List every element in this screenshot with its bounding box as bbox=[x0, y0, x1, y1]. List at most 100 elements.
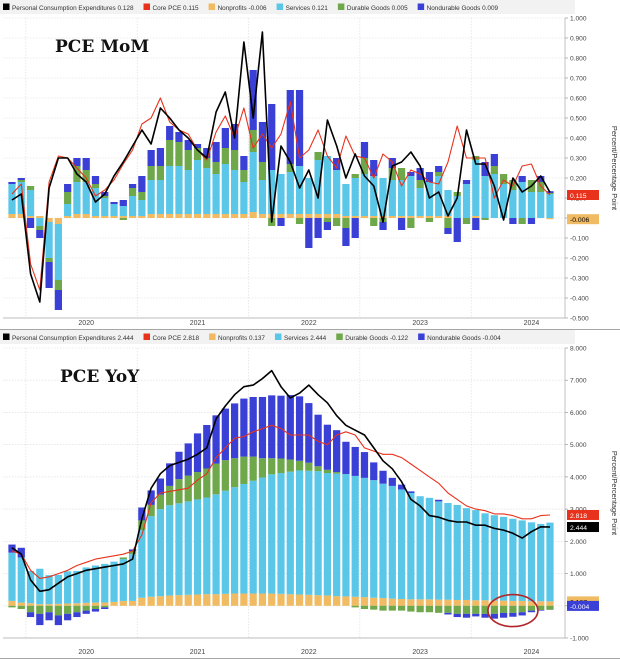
bar-segment bbox=[45, 258, 53, 262]
bar-segment bbox=[101, 563, 109, 603]
bar-segment bbox=[397, 599, 406, 606]
bar-segment bbox=[537, 182, 545, 192]
bar-segment bbox=[342, 216, 350, 218]
bar-segment bbox=[156, 596, 165, 606]
bar-segment bbox=[407, 172, 415, 176]
bar-segment bbox=[175, 503, 183, 596]
bar-segment bbox=[397, 180, 406, 216]
bar-segment bbox=[268, 395, 276, 459]
bar-segment bbox=[286, 395, 294, 460]
bar-segment bbox=[286, 471, 294, 595]
bar-segment bbox=[323, 473, 331, 596]
bar-segment bbox=[425, 172, 434, 182]
bar-segment bbox=[64, 184, 72, 192]
bar-segment bbox=[221, 408, 229, 461]
bar-segment bbox=[64, 603, 72, 606]
bar-segment bbox=[26, 186, 35, 190]
bar-segment bbox=[8, 214, 16, 218]
bar-segment bbox=[8, 182, 16, 184]
bar-segment bbox=[295, 90, 304, 166]
bar-segment bbox=[231, 150, 239, 170]
bar-segment bbox=[156, 180, 165, 214]
y-tick-label: 0.200 bbox=[570, 176, 587, 183]
bar-segment bbox=[286, 90, 294, 164]
bar-segment bbox=[481, 605, 489, 614]
bar-segment bbox=[370, 480, 378, 598]
legend-swatch bbox=[208, 3, 216, 10]
legend-entry: Durable Goods 0.005 bbox=[347, 5, 408, 12]
value-tag-label: -0.006 bbox=[570, 217, 589, 224]
pce-line bbox=[11, 369, 551, 593]
bar-segment bbox=[425, 216, 434, 218]
bar-segment bbox=[416, 216, 424, 218]
bar-segment bbox=[101, 607, 109, 609]
chart-title: PCE MoM bbox=[55, 37, 149, 57]
bar-segment bbox=[518, 605, 526, 613]
bar-segment bbox=[444, 190, 452, 216]
bar-segment bbox=[472, 216, 480, 218]
bar-segment bbox=[388, 180, 396, 216]
bar-segment bbox=[91, 216, 100, 218]
bar-segment bbox=[166, 463, 174, 486]
bar-segment bbox=[203, 214, 211, 218]
bar-segment bbox=[472, 218, 480, 230]
bar-segment bbox=[175, 214, 183, 218]
bar-segment bbox=[240, 593, 248, 606]
bar-segment bbox=[54, 603, 62, 606]
bar-segment bbox=[351, 475, 359, 597]
chart-title: PCE YoY bbox=[60, 367, 140, 387]
bar-segment bbox=[138, 216, 146, 218]
bar-segment bbox=[305, 178, 313, 214]
bar-segment bbox=[203, 594, 211, 606]
bar-segment bbox=[435, 599, 443, 606]
bar-segment bbox=[166, 166, 174, 214]
bar-segment bbox=[147, 504, 155, 517]
bar-segment bbox=[333, 214, 341, 218]
bar-segment bbox=[379, 483, 387, 599]
bar-segment bbox=[240, 483, 248, 594]
bar-segment bbox=[231, 487, 239, 594]
bar-segment bbox=[184, 140, 192, 150]
bar-segment bbox=[370, 462, 378, 481]
bar-segment bbox=[119, 218, 127, 220]
bar-segment bbox=[101, 216, 109, 218]
bar-segment bbox=[36, 216, 44, 218]
bar-segment bbox=[527, 218, 536, 224]
bar-segment bbox=[212, 594, 220, 606]
bar-segment bbox=[36, 226, 44, 230]
bar-segment bbox=[444, 218, 452, 228]
legend-entry: Nonprofits -0.006 bbox=[218, 5, 267, 12]
bar-segment bbox=[175, 142, 183, 166]
bar-segment bbox=[407, 493, 415, 600]
bar-segment bbox=[295, 396, 304, 461]
bar-segment bbox=[26, 190, 35, 216]
bar-segment bbox=[231, 403, 239, 459]
bar-segment bbox=[45, 604, 53, 606]
bar-segment bbox=[305, 470, 313, 595]
bar-segment bbox=[249, 130, 257, 152]
bar-segment bbox=[82, 602, 90, 606]
bar-segment bbox=[258, 180, 267, 214]
y-tick-label: 0.600 bbox=[570, 96, 587, 103]
bar-segment bbox=[17, 557, 25, 603]
bar-segment bbox=[193, 472, 202, 500]
legend-entry: Services 0.121 bbox=[286, 5, 329, 12]
bar-segment bbox=[82, 170, 90, 182]
bar-segment bbox=[323, 214, 331, 218]
bar-segment bbox=[379, 605, 387, 611]
y-axis-label: Percent/Percentage Point bbox=[610, 126, 619, 210]
bar-segment bbox=[481, 600, 489, 606]
bar-segment bbox=[119, 559, 127, 601]
bar-segment bbox=[277, 473, 285, 594]
bar-segment bbox=[128, 188, 137, 196]
bar-segment bbox=[184, 214, 192, 218]
bar-segment bbox=[295, 594, 304, 606]
bar-segment bbox=[277, 593, 285, 606]
bar-segment bbox=[240, 456, 248, 484]
x-tick-label: 2024 bbox=[524, 320, 540, 327]
bar-segment bbox=[119, 557, 127, 560]
bar-segment bbox=[54, 280, 62, 290]
bar-segment bbox=[82, 158, 90, 170]
bar-segment bbox=[342, 184, 350, 216]
bar-segment bbox=[249, 480, 257, 594]
